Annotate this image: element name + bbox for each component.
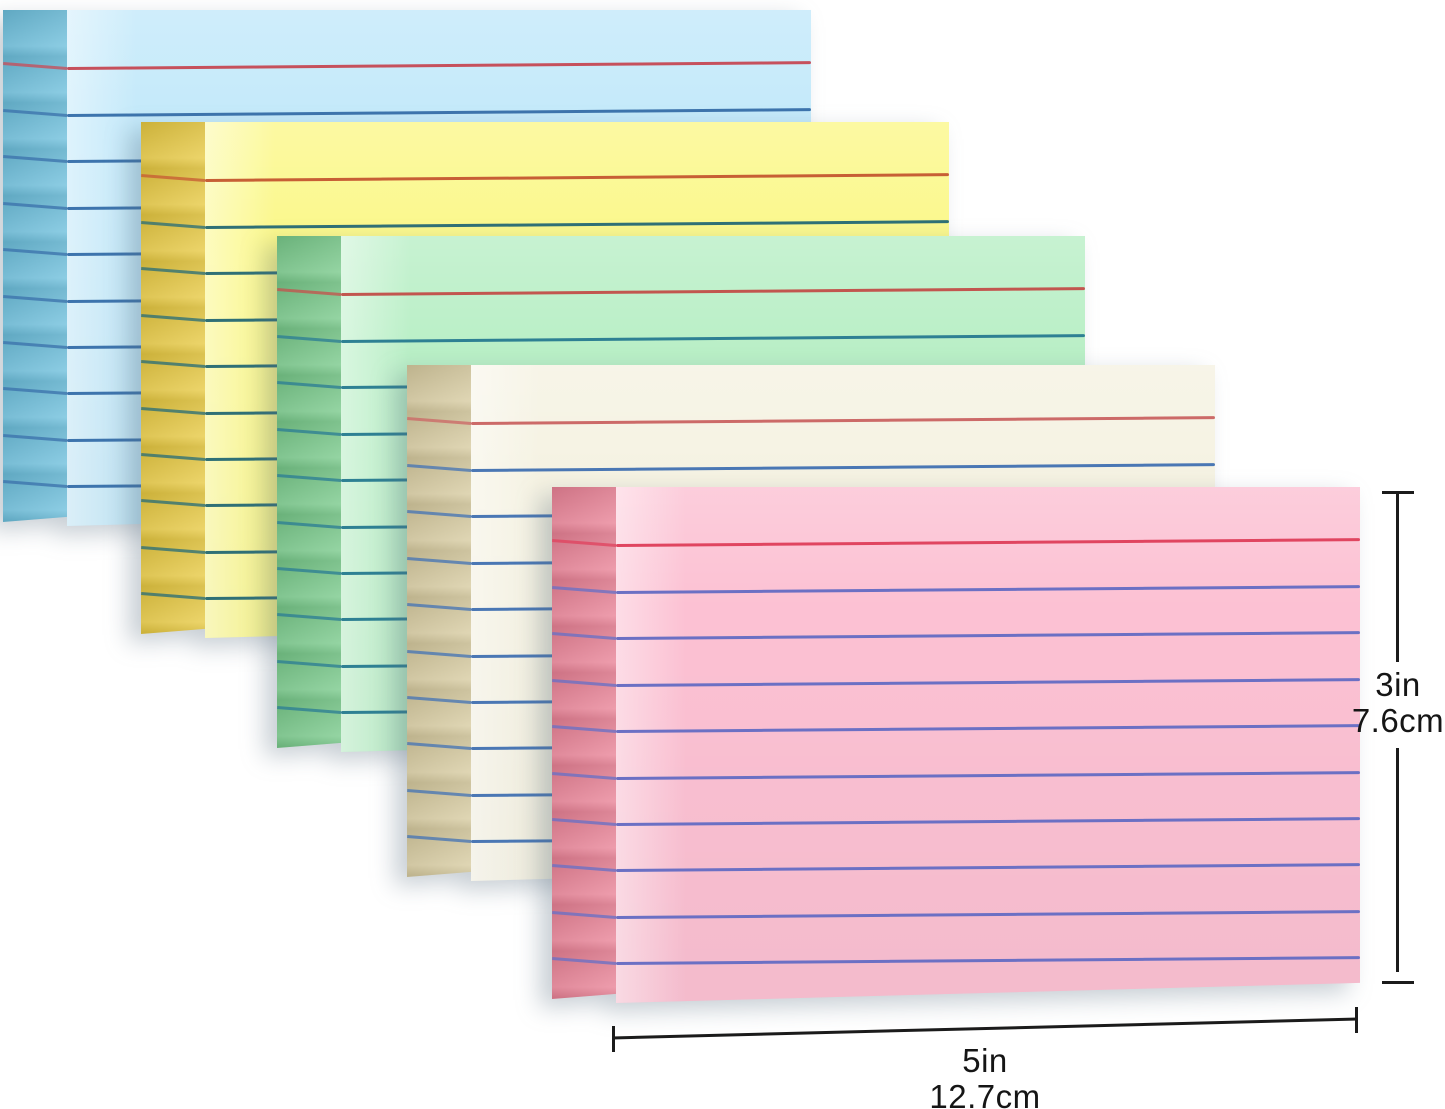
rule-line-edge-pink bbox=[552, 678, 616, 687]
rule-line-edge-yellow bbox=[141, 313, 205, 322]
rule-line-edge-green bbox=[277, 705, 341, 714]
margin-rule-edge-pink bbox=[552, 538, 616, 547]
height-dimension-label: 3in 7.6cm bbox=[1316, 667, 1445, 739]
rule-line-edge-yellow bbox=[141, 452, 205, 461]
card-stack-edge-blue bbox=[3, 10, 67, 522]
rule-line-pink bbox=[616, 631, 1360, 640]
rule-line-edge-green bbox=[277, 427, 341, 436]
rule-line-green bbox=[341, 334, 1085, 343]
height-dimension-annotation: 3in 7.6cm bbox=[1352, 491, 1444, 984]
width-dimension-annotation: 5in 12.7cm bbox=[612, 1005, 1358, 1109]
rule-line-edge-blue bbox=[3, 294, 67, 303]
rule-line-edge-cream bbox=[407, 602, 471, 611]
width-dimension-label: 5in 12.7cm bbox=[612, 1043, 1358, 1109]
rule-line-pink bbox=[616, 678, 1360, 687]
card-stack-edge-green bbox=[277, 236, 341, 748]
rule-line-pink bbox=[616, 910, 1360, 919]
card-stack-edge-pink bbox=[552, 487, 616, 999]
width-dimension-line bbox=[612, 1017, 1358, 1040]
margin-rule-green bbox=[341, 287, 1085, 296]
rule-line-yellow bbox=[205, 220, 949, 229]
card-stack-edge-cream bbox=[407, 365, 471, 877]
rule-line-edge-pink bbox=[552, 724, 616, 733]
rule-line-edge-blue bbox=[3, 479, 67, 488]
rule-line-edge-cream bbox=[407, 649, 471, 658]
margin-rule-edge-yellow bbox=[141, 173, 205, 182]
rule-line-edge-blue bbox=[3, 433, 67, 442]
rule-line-blue bbox=[67, 108, 811, 117]
margin-rule-yellow bbox=[205, 173, 949, 182]
margin-rule-edge-blue bbox=[3, 61, 67, 70]
rule-line-edge-yellow bbox=[141, 545, 205, 554]
margin-rule-cream bbox=[471, 416, 1215, 425]
margin-rule-edge-green bbox=[277, 287, 341, 296]
rule-line-pink bbox=[616, 817, 1360, 826]
rule-line-edge-pink bbox=[552, 910, 616, 919]
rule-line-edge-blue bbox=[3, 386, 67, 395]
width-label-inches: 5in bbox=[962, 1042, 1008, 1079]
rule-line-cream bbox=[471, 463, 1215, 472]
rule-line-edge-cream bbox=[407, 463, 471, 472]
rule-line-edge-pink bbox=[552, 631, 616, 640]
rule-line-edge-pink bbox=[552, 817, 616, 826]
rule-line-edge-green bbox=[277, 520, 341, 529]
rule-line-edge-yellow bbox=[141, 359, 205, 368]
rule-line-pink bbox=[616, 724, 1360, 733]
rule-line-edge-pink bbox=[552, 863, 616, 872]
rule-line-edge-cream bbox=[407, 834, 471, 843]
rule-line-edge-cream bbox=[407, 741, 471, 750]
rule-line-edge-cream bbox=[407, 556, 471, 565]
card-stack-pink bbox=[552, 487, 1360, 1004]
rule-line-pink bbox=[616, 585, 1360, 594]
rule-line-edge-cream bbox=[407, 695, 471, 704]
margin-rule-pink bbox=[616, 538, 1360, 547]
rule-line-edge-blue bbox=[3, 340, 67, 349]
rule-line-edge-cream bbox=[407, 509, 471, 518]
rule-line-edge-green bbox=[277, 566, 341, 575]
rule-line-edge-blue bbox=[3, 154, 67, 163]
rule-line-edge-green bbox=[277, 334, 341, 343]
margin-rule-edge-cream bbox=[407, 416, 471, 425]
rule-line-edge-yellow bbox=[141, 498, 205, 507]
rule-line-edge-yellow bbox=[141, 591, 205, 600]
rule-line-edge-pink bbox=[552, 956, 616, 965]
card-stack-edge-yellow bbox=[141, 122, 205, 634]
rule-line-pink bbox=[616, 956, 1360, 965]
rule-line-edge-green bbox=[277, 612, 341, 621]
width-label-metric: 12.7cm bbox=[929, 1078, 1041, 1109]
rule-line-pink bbox=[616, 863, 1360, 872]
height-dimension-line-upper bbox=[1396, 494, 1399, 662]
width-dimension-right-cap bbox=[1355, 1007, 1358, 1033]
rule-line-pink bbox=[616, 771, 1360, 780]
rule-line-edge-blue bbox=[3, 108, 67, 117]
height-label-metric: 7.6cm bbox=[1351, 702, 1445, 739]
rule-line-edge-yellow bbox=[141, 220, 205, 229]
rule-line-edge-green bbox=[277, 380, 341, 389]
height-dimension-top-cap bbox=[1382, 491, 1414, 494]
rule-line-edge-green bbox=[277, 659, 341, 668]
rule-line-edge-blue bbox=[3, 247, 67, 256]
height-dimension-line-lower bbox=[1396, 748, 1399, 972]
rule-line-edge-cream bbox=[407, 788, 471, 797]
rule-line-edge-green bbox=[277, 473, 341, 482]
card-face-pink bbox=[616, 487, 1360, 1003]
height-dimension-bottom-cap bbox=[1382, 981, 1414, 984]
rule-line-edge-pink bbox=[552, 771, 616, 780]
height-label-inches: 3in bbox=[1375, 666, 1421, 703]
rule-line-edge-pink bbox=[552, 585, 616, 594]
rule-line-edge-yellow bbox=[141, 406, 205, 415]
rule-line-edge-blue bbox=[3, 201, 67, 210]
margin-rule-blue bbox=[67, 61, 811, 70]
rule-line-edge-yellow bbox=[141, 266, 205, 275]
